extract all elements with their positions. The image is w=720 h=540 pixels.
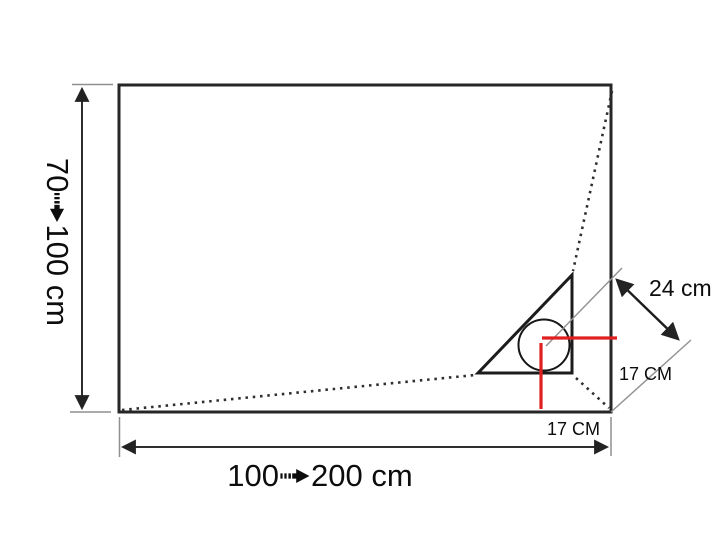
- drain-diagonal-label: 24 cm: [649, 275, 712, 301]
- slope-line-top-right: [571, 90, 614, 272]
- range-arrow-icon: [280, 468, 310, 484]
- diagonal-dimension-arrow: [615, 278, 680, 341]
- width-dimension: [118, 417, 612, 457]
- height-range-label: 70 100 cm: [39, 158, 75, 326]
- drain-bottom-offset-label: 17 CM: [547, 419, 601, 439]
- width-range-from: 100: [227, 458, 280, 493]
- drain-triangle: [474, 271, 574, 375]
- slope-line-bottom-left: [121, 373, 476, 412]
- tray-outline: [117, 83, 613, 414]
- height-range-from: 70: [40, 157, 75, 193]
- drain-offset-lines: [539, 336, 617, 409]
- slope-line-bottom-right: [575, 377, 610, 409]
- range-arrow-icon: [49, 193, 65, 223]
- drain-right-offset-label: 17 CM: [619, 364, 673, 384]
- diagonal-extension-lines: [545, 267, 692, 413]
- height-range-to: 100 cm: [40, 224, 75, 327]
- diagonal-extension-corner: [610, 339, 692, 413]
- drain-circle: [517, 318, 571, 372]
- width-range-label: 100 200 cm: [227, 458, 412, 494]
- diagonal-extension-center: [545, 267, 623, 347]
- slope-lines: [121, 90, 614, 412]
- width-range-to: 200 cm: [311, 458, 413, 493]
- height-dimension: [70, 83, 113, 413]
